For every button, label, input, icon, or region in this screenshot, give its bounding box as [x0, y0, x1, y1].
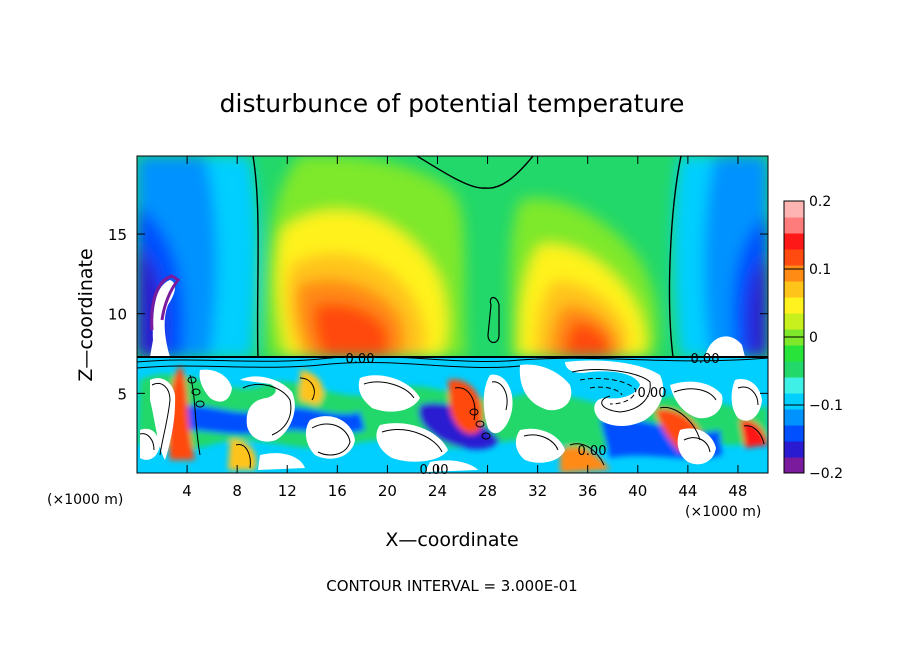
- colorbar-swatch: [784, 217, 804, 234]
- x-tick-label: 16: [328, 482, 347, 500]
- chart-title: disturbunce of potential temperature: [220, 89, 685, 118]
- x-tick-label: 4: [182, 482, 192, 500]
- colorbar-tick-label: −0.2: [809, 466, 843, 482]
- colorbar-swatch: [784, 313, 804, 330]
- contour-label: 0.00: [578, 444, 607, 459]
- x-unit-left: (×1000 m): [47, 492, 123, 508]
- colorbar-swatch: [784, 281, 804, 298]
- colorbar-swatch: [784, 201, 804, 218]
- colorbar-swatch: [784, 393, 804, 410]
- x-unit-right: (×1000 m): [685, 504, 761, 520]
- contour-label: 0.00: [420, 463, 449, 478]
- x-tick-label: 32: [528, 482, 547, 500]
- x-tick-label: 20: [378, 482, 397, 500]
- colorbar-swatch: [784, 233, 804, 250]
- y-axis-label: Z—coordinate: [75, 248, 97, 381]
- contour-label: 0.00: [638, 386, 667, 401]
- colorbar-swatch: [784, 361, 804, 378]
- contour-label: 0.00: [346, 352, 375, 367]
- colorbar-swatch: [784, 249, 804, 266]
- colorbar-tick-label: 0.1: [809, 262, 831, 278]
- lower-field: [137, 357, 768, 473]
- upper-field: [137, 156, 768, 357]
- colorbar-swatch: [784, 457, 804, 474]
- x-axis-label: X—coordinate: [385, 529, 518, 551]
- y-tick-label: 10: [108, 306, 127, 324]
- colorbar-swatch: [784, 345, 804, 362]
- x-tick-label: 28: [478, 482, 497, 500]
- colorbar-swatch: [784, 409, 804, 426]
- colorbar-swatch: [784, 265, 804, 282]
- y-tick-label: 15: [108, 226, 127, 244]
- colorbar-swatch: [784, 377, 804, 394]
- x-tick-label: 48: [728, 482, 747, 500]
- colorbar-swatch: [784, 425, 804, 442]
- y-tick-label: 5: [117, 385, 127, 403]
- plot-area: 0.00 0.00 0.00 0.00 0.00: [136, 155, 769, 478]
- colorbar-swatch: [784, 297, 804, 314]
- x-tick-label: 12: [278, 482, 297, 500]
- contour-interval-footer: CONTOUR INTERVAL = 3.000E-01: [326, 577, 577, 595]
- x-tick-label: 24: [428, 482, 447, 500]
- x-tick-label: 40: [628, 482, 647, 500]
- x-tick-label: 44: [678, 482, 697, 500]
- x-tick-label: 8: [232, 482, 242, 500]
- colorbar-tick-label: 0: [809, 330, 818, 346]
- colorbar-tick-label: −0.1: [809, 398, 843, 414]
- colorbar-swatch: [784, 441, 804, 458]
- contour-label: 0.00: [691, 352, 720, 367]
- x-tick-label: 36: [578, 482, 597, 500]
- colorbar: 0.2 0.1 0 −0.1 −0.2: [783, 194, 843, 482]
- colorbar-tick-label: 0.2: [809, 194, 831, 210]
- plot-frame: [136, 155, 769, 474]
